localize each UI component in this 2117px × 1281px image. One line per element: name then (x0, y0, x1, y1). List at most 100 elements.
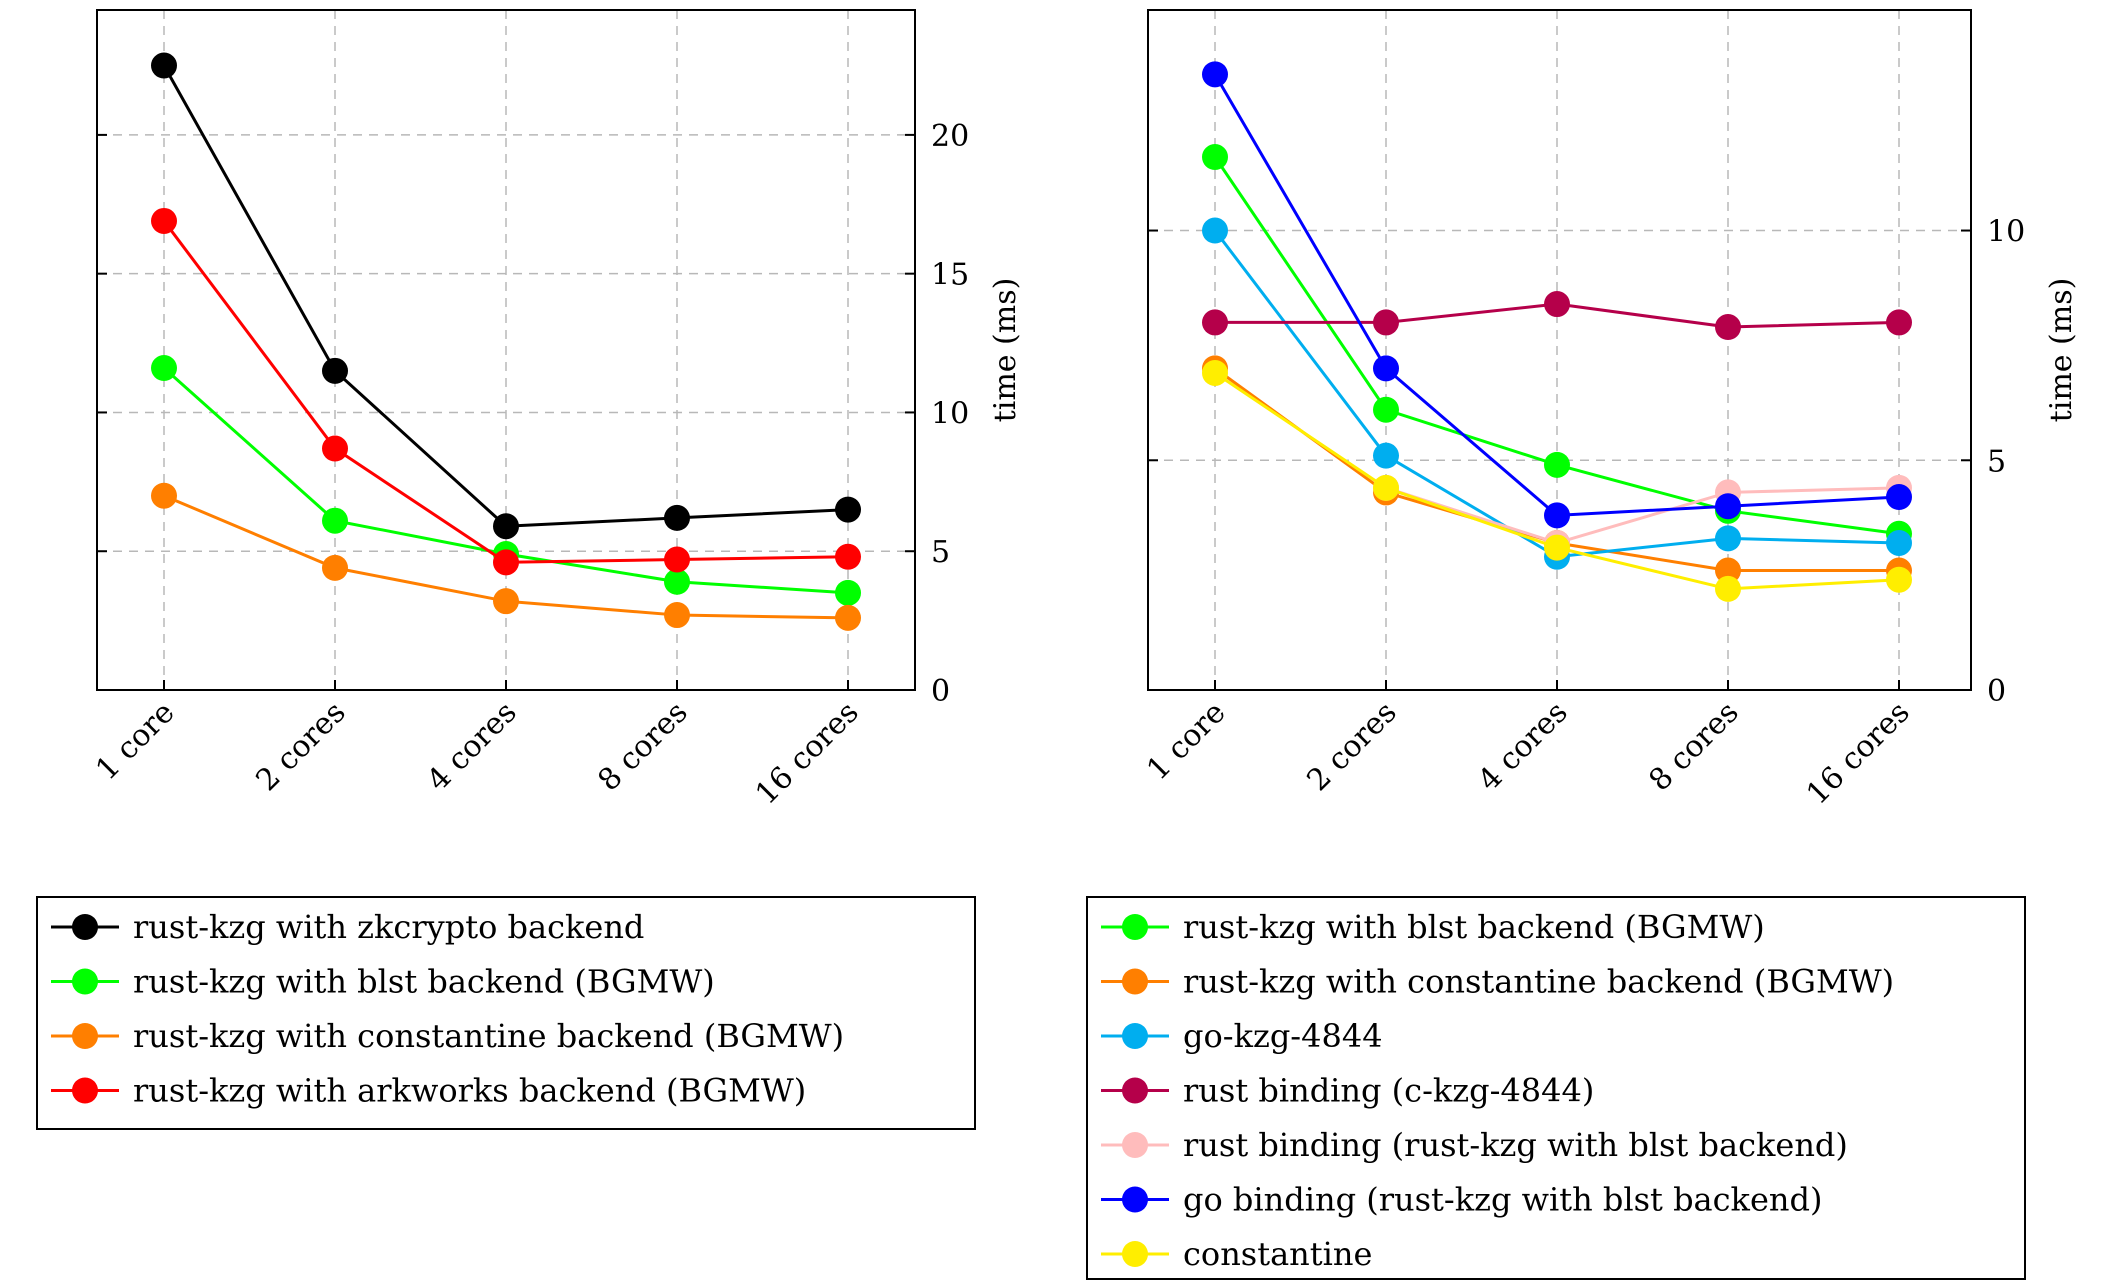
legend-item-rust-kzg-with-blst-backend-bgmw: rust-kzg with blst backend (BGMW) (1101, 908, 1765, 946)
legend-label: go-kzg-4844 (1183, 1017, 1383, 1055)
legend-label: rust binding (c-kzg-4844) (1183, 1072, 1594, 1110)
legend-item-rust-kzg-with-constantine-backend-bgmw: rust-kzg with constantine backend (BGMW) (51, 1017, 844, 1055)
data-point (835, 543, 861, 570)
series-line (1385, 486, 1900, 545)
legend-marker (1122, 1186, 1148, 1213)
series-rust-kzg-with-zkcrypto-backend (151, 52, 861, 540)
legend-item-go-kzg-4844: go-kzg-4844 (1101, 1017, 1383, 1055)
legend-item-rust-binding-c-kzg-4844: rust binding (c-kzg-4844) (1101, 1072, 1594, 1110)
data-point (835, 496, 861, 523)
legend-marker (72, 914, 98, 940)
x-tick-label: 8 cores (591, 695, 694, 798)
y-tick-label: 0 (1987, 674, 2006, 709)
x-tick-label: 1 core (89, 695, 181, 787)
legend-marker (72, 1023, 98, 1049)
data-point (493, 588, 519, 615)
legend-marker (1122, 1077, 1148, 1104)
y-axis-label: time (ms) (2044, 278, 2079, 423)
data-point (1544, 451, 1570, 478)
series-constantine (1202, 359, 1912, 602)
data-point (1715, 493, 1741, 520)
data-point (1715, 525, 1741, 552)
legend-label: go binding (rust-kzg with blst backend) (1183, 1181, 1822, 1219)
data-point (322, 357, 348, 384)
y-tick-label: 20 (931, 119, 969, 154)
x-tick-label: 4 cores (420, 695, 523, 798)
data-point (1886, 309, 1912, 336)
legend-item-rust-kzg-with-arkworks-backend-bgmw: rust-kzg with arkworks backend (BGMW) (51, 1072, 806, 1110)
legend-box (36, 896, 976, 1130)
data-point (151, 355, 177, 382)
data-point (322, 507, 348, 534)
data-point (1544, 534, 1570, 561)
y-tick-label: 5 (1987, 444, 2006, 479)
legend-item-rust-binding-rust-kzg-with-blst-backend: rust binding (rust-kzg with blst backend… (1101, 1126, 1848, 1164)
right-legend: rust-kzg with blst backend (BGMW) rust-kz… (1086, 896, 2026, 1280)
series-go-binding-rust-kzg-with-blst-backend (1202, 61, 1912, 529)
legend-marker (1122, 968, 1148, 995)
x-tick-label: 2 cores (1300, 695, 1403, 798)
data-point (322, 435, 348, 462)
data-point (664, 504, 690, 531)
x-tick-label: 4 cores (1471, 695, 1574, 798)
data-point (1886, 529, 1912, 556)
data-point (493, 549, 519, 576)
data-point (151, 482, 177, 509)
legend-marker (1122, 1241, 1148, 1267)
data-point (1715, 557, 1741, 584)
data-point (1202, 217, 1228, 244)
y-tick-label: 15 (931, 258, 969, 293)
data-point (835, 604, 861, 631)
data-point (1886, 484, 1912, 511)
legend-item-rust-kzg-with-zkcrypto-backend: rust-kzg with zkcrypto backend (51, 908, 644, 946)
legend-item-constantine: constantine (1101, 1235, 1372, 1273)
legend-marker (72, 968, 98, 995)
x-tick-label: 2 cores (249, 695, 352, 798)
legend-item-rust-kzg-with-blst-backend-bgmw: rust-kzg with blst backend (BGMW) (51, 963, 715, 1001)
legend-label: constantine (1183, 1235, 1372, 1273)
data-point (1373, 355, 1399, 382)
y-tick-label: 5 (931, 535, 950, 570)
legend-item-go-binding-rust-kzg-with-blst-backend: go binding (rust-kzg with blst backend) (1101, 1181, 1822, 1219)
legend-label: rust-kzg with blst backend (BGMW) (133, 963, 715, 1001)
data-point (151, 207, 177, 234)
legend-box (1086, 896, 2026, 1280)
data-point (493, 513, 519, 540)
y-tick-label: 10 (1987, 215, 2025, 250)
data-point (1202, 359, 1228, 386)
left-legend: rust-kzg with zkcrypto backend rust-kzg w… (36, 896, 976, 1130)
data-point (151, 52, 177, 79)
y-tick-label: 10 (931, 396, 969, 431)
data-point (1715, 314, 1741, 341)
legend-marker (1122, 1132, 1148, 1158)
legend-marker (1122, 1023, 1148, 1049)
legend-label: rust-kzg with zkcrypto backend (133, 908, 644, 946)
legend-label: rust-kzg with blst backend (BGMW) (1183, 908, 1765, 946)
series-rust-kzg-with-constantine-backend-bgmw (151, 482, 861, 631)
legend-label: rust-kzg with constantine backend (BGMW) (1183, 963, 1894, 1001)
legend-label: rust-kzg with arkworks backend (BGMW) (133, 1072, 806, 1110)
legend-marker (72, 1077, 98, 1104)
data-point (664, 546, 690, 573)
data-point (1544, 502, 1570, 529)
x-tick-label: 16 cores (1800, 695, 1917, 812)
data-point (1715, 575, 1741, 602)
data-point (1202, 144, 1228, 171)
data-point (1373, 309, 1399, 336)
legend-label: rust-kzg with constantine backend (BGMW) (133, 1017, 844, 1055)
plot-frame (1147, 9, 1972, 691)
data-point (1202, 309, 1228, 336)
legend-label: rust binding (rust-kzg with blst backend… (1183, 1126, 1848, 1164)
series-rust-kzg-with-arkworks-backend-bgmw (151, 207, 861, 576)
y-tick-label: 0 (931, 674, 950, 709)
legend-marker (1122, 914, 1148, 940)
right-chart: 0 5 10 time (ms) 1 core 2 cores 4 cores 8 cores… (1140, 9, 2079, 812)
data-point (835, 579, 861, 606)
x-tick-label: 16 cores (749, 695, 866, 812)
series-rust-binding-c-kzg-4844 (1202, 291, 1912, 341)
data-point (1886, 566, 1912, 593)
data-point (1544, 291, 1570, 318)
data-point (322, 554, 348, 581)
legend-item-rust-kzg-with-constantine-backend-bgmw: rust-kzg with constantine backend (BGMW) (1101, 963, 1894, 1001)
